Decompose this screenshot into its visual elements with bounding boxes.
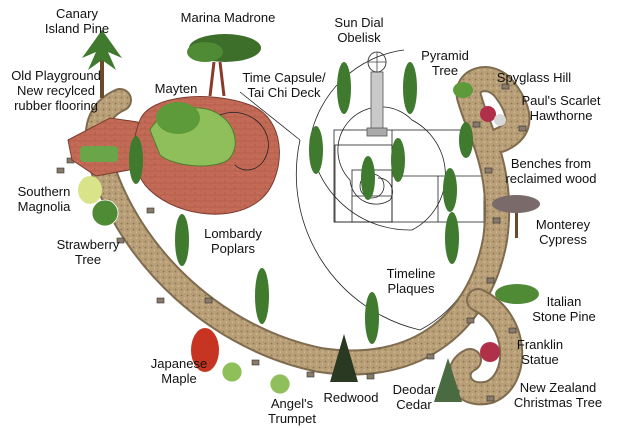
southern-magnolia-tree [78,176,102,204]
deodar-cedar-tree [434,358,462,402]
marina-madrone-tree [187,34,261,97]
columnar-tree [445,212,459,264]
bench-marker [486,277,495,284]
columnar-tree [309,126,323,174]
bench-marker [251,359,260,366]
golden-spiral-grid [239,49,485,331]
columnar-tree [255,268,269,324]
strawberry-tree [91,199,119,227]
label-timeline-plaques: Timeline Plaques [386,266,436,296]
playground-hedge [80,146,118,162]
label-southern-magnolia: Southern Magnolia [17,184,71,214]
bench-marker [486,395,495,402]
label-lombardy-poplars: Lombardy Poplars [204,226,262,256]
italian-stone-pine-tree [495,284,539,304]
label-mayten: Mayten [154,81,198,96]
label-franklin-statue: Franklin Statue [516,337,564,367]
columnar-tree [391,138,405,182]
canary-island-pine-tree [82,30,122,98]
angels-trumpet-plant [269,373,291,395]
label-monterey-cypress: Monterey Cypress [535,217,591,247]
bench-marker [466,317,475,324]
franklin-statue [480,342,500,362]
bench-marker [56,167,65,174]
bench-marker [501,83,510,90]
columnar-trees [129,62,473,344]
label-strawberry-tree: Strawberry Tree [56,237,120,267]
label-redwood: Redwood [323,390,379,405]
label-canary-island-pine: Canary Island Pine [44,6,110,36]
label-new-zealand-christmas-tree: New Zealand Christmas Tree [513,380,603,410]
mayten-tree [156,102,200,134]
label-pauls-scarlet-hawthorne: Paul's Scarlet Hawthorne [521,93,601,123]
columnar-tree [403,62,417,114]
sun-dial-obelisk [366,51,388,137]
label-marina-madrone: Marina Madrone [180,10,276,25]
columnar-tree [175,214,189,266]
japanese-maple-tree [191,328,243,383]
bench-marker [484,167,493,174]
label-spyglass-hill: Spyglass Hill [496,70,572,85]
bench-marker [156,297,165,304]
bench-marker [508,327,517,334]
time-capsule-deck [133,96,280,215]
label-japanese-maple: Japanese Maple [150,356,208,386]
columnar-tree [443,168,457,212]
columnar-tree [459,122,473,158]
label-old-playground: Old Playground New recylced rubber floor… [11,68,101,113]
bench-marker [426,353,435,360]
label-angels-trumpet: Angel's Trumpet [268,396,316,426]
bench-marker [472,121,481,128]
label-italian-stone-pine: Italian Stone Pine [532,294,596,324]
bench-marker [366,373,375,380]
bench-marker [306,371,315,378]
bench-marker [116,237,125,244]
bench-marker [204,297,213,304]
label-pyramid-tree: Pyramid Tree [421,48,469,78]
columnar-tree [361,156,375,200]
label-time-capsule: Time Capsule/ Tai Chi Deck [242,70,326,100]
redwood-tree [330,334,358,382]
columnar-tree [129,136,143,184]
label-deodar-cedar: Deodar Cedar [392,382,436,412]
spyglass-hill-trees [453,82,506,126]
bench-marker [492,217,501,224]
columnar-tree [365,292,379,344]
bench-marker [518,125,527,132]
label-benches: Benches from reclaimed wood [505,156,597,186]
label-sun-dial-obelisk: Sun Dial Obelisk [334,15,384,45]
monterey-cypress-tree [492,195,540,238]
columnar-tree [337,62,351,114]
bench-marker [146,207,155,214]
